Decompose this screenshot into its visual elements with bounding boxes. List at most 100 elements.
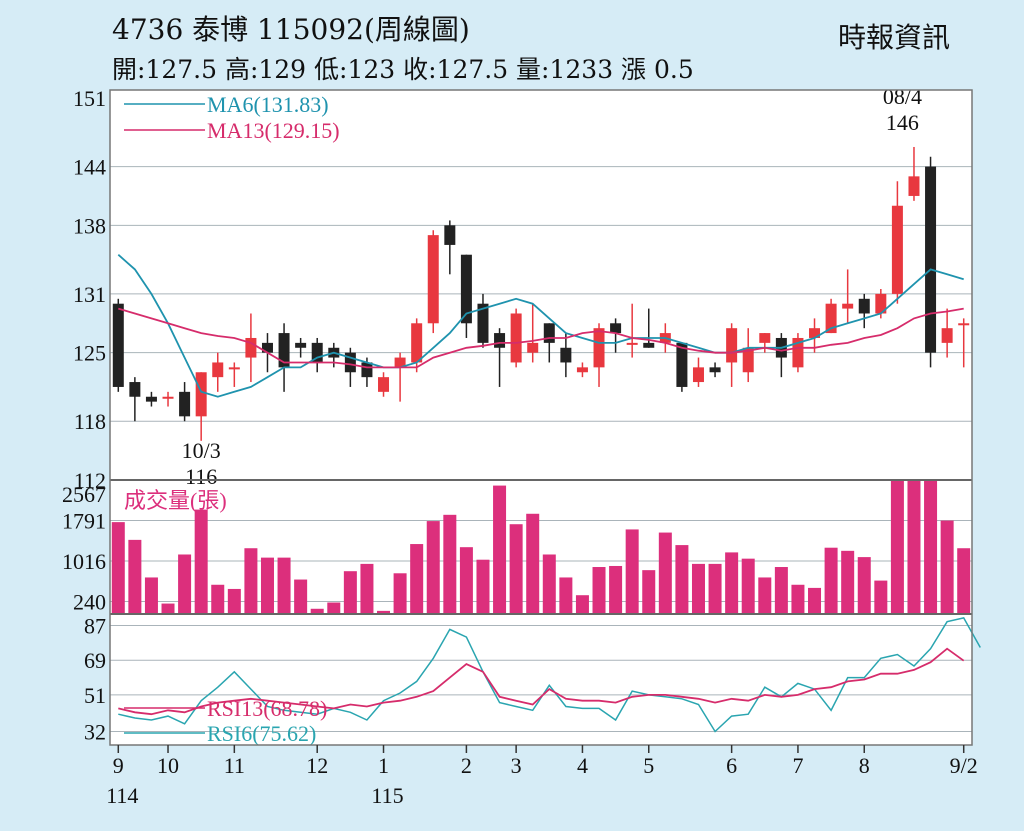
price-tick-label: 144: [73, 155, 106, 180]
candle-body: [278, 333, 290, 368]
volume-bar: [260, 557, 274, 614]
x-tick-label: 6: [726, 753, 737, 778]
volume-bar: [559, 577, 573, 614]
volume-bar: [609, 565, 623, 614]
candle-body: [245, 337, 257, 358]
candle-body: [709, 367, 721, 373]
volume-bar: [377, 610, 391, 614]
candle-body: [145, 396, 157, 402]
ma6-line: [117, 254, 964, 398]
candle-body: [626, 342, 638, 345]
candle-body: [129, 382, 141, 397]
high-annotation-date: 08/4: [883, 84, 922, 109]
volume-bar: [476, 559, 490, 614]
candle-body: [610, 323, 622, 334]
volume-bar: [808, 587, 822, 614]
volume-bar: [725, 552, 739, 614]
rsi13-line: [118, 647, 965, 716]
candle-body: [295, 342, 307, 348]
volume-bar: [957, 548, 971, 614]
ma6-legend-label: MA6(131.83): [207, 92, 329, 117]
rsi-tick-label: 87: [84, 614, 106, 639]
x-year-label: 114: [106, 783, 138, 808]
volume-bar: [211, 584, 225, 614]
volume-bar: [857, 557, 871, 614]
candle-body: [311, 342, 323, 363]
x-tick-label: 1: [378, 753, 389, 778]
volume-bar: [658, 532, 672, 614]
x-tick-label: 4: [577, 753, 588, 778]
candle-body: [726, 328, 738, 363]
candle-body: [825, 303, 837, 334]
x-tick-label: 9/2: [950, 753, 978, 778]
volume-tick-label: 1791: [62, 509, 106, 534]
plot-frame: [109, 89, 973, 746]
candle-body: [742, 347, 754, 373]
x-year-label: 115: [371, 783, 403, 808]
volume-bar: [774, 567, 788, 614]
volume-bar: [244, 548, 258, 614]
candle-body: [543, 323, 555, 343]
candle-body: [427, 235, 439, 324]
volume-bar: [327, 602, 341, 614]
volume-bar: [791, 584, 805, 614]
candle-body: [494, 333, 506, 348]
candle-body: [676, 342, 688, 387]
volume-bar: [161, 603, 175, 614]
candle-body: [510, 313, 522, 363]
chart-title: 4736 泰博 115092(周線圖): [112, 13, 470, 46]
candle-body: [692, 367, 704, 383]
candle-body: [527, 342, 539, 353]
price-tick-label: 118: [74, 409, 106, 434]
volume-bar: [111, 522, 125, 614]
volume-bar: [940, 520, 954, 614]
candle-body: [112, 303, 124, 387]
x-tick-label: 10: [157, 753, 179, 778]
volume-bar: [343, 571, 357, 614]
volume-bar: [509, 524, 523, 614]
x-tick-label: 3: [511, 753, 522, 778]
volume-bar: [708, 563, 722, 614]
volume-bar: [526, 513, 540, 614]
candle-body: [858, 298, 870, 314]
volume-bar: [178, 554, 192, 614]
x-tick-label: 7: [792, 753, 803, 778]
volume-bar: [758, 577, 772, 614]
ma13-line: [118, 307, 964, 369]
volume-bar: [675, 545, 689, 614]
price-tick-label: 112: [74, 468, 106, 493]
candle-body: [875, 293, 887, 314]
volume-bar: [294, 579, 308, 614]
candle-body: [643, 342, 655, 348]
volume-bar: [310, 608, 324, 614]
low-annotation-value: 116: [185, 464, 217, 489]
volume-tick-label: 1016: [62, 549, 106, 574]
volume-bar: [592, 567, 606, 614]
x-tick-label: 8: [859, 753, 870, 778]
source-label: 時報資訊: [838, 21, 951, 54]
candle-body: [162, 396, 174, 399]
rsi-tick-label: 51: [84, 683, 106, 708]
ma13-legend-label: MA13(129.15): [207, 118, 340, 143]
volume-bar: [625, 529, 639, 614]
price-tick-label: 138: [73, 213, 106, 238]
candle-body: [460, 254, 472, 324]
rsi6-legend-label: RSI6(75.62): [207, 721, 316, 746]
volume-bar: [542, 554, 556, 614]
volume-bar: [426, 521, 440, 614]
candle-body: [411, 323, 423, 363]
plot-background: [110, 90, 972, 745]
candle-body: [378, 377, 390, 392]
candle-body: [344, 352, 356, 373]
candle-body: [908, 176, 920, 196]
volume-tick-label: 240: [73, 589, 106, 614]
candle-body: [576, 367, 588, 373]
price-tick-label: 131: [73, 282, 106, 307]
candle-body: [228, 367, 240, 370]
candle-body: [195, 372, 207, 417]
rsi-tick-label: 69: [84, 648, 106, 673]
candle-body: [941, 328, 953, 343]
volume-bar: [410, 544, 424, 614]
